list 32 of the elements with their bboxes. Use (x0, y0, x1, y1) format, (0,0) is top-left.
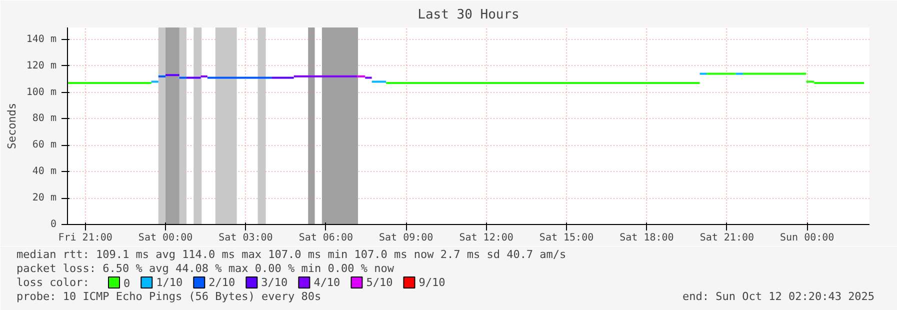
x-tick-label: Fri 21:00 (58, 232, 112, 244)
text: probe: 10 ICMP Echo Pings (56 Bytes) every 80s (16, 290, 322, 303)
x-tick-label: Sun 00:00 (780, 232, 834, 244)
y-tick-label: 60 m (32, 140, 57, 151)
legend-label: 0 (124, 277, 130, 290)
x-tick-label: Sat 15:00 (539, 232, 594, 244)
legend-label: 4/10 (314, 276, 340, 289)
x-tick-label: Sat 03:00 (218, 232, 273, 244)
y-axis-title: Seconds (5, 102, 18, 150)
x-tick-label: Sat 18:00 (620, 232, 674, 244)
text: median rtt: 109.1 ms avg 114.0 ms max 107.0 ms min 107.0 ms now 2.7 ms sd 40.7 am/s (16, 248, 566, 261)
y-tick-label: 80 m (32, 113, 57, 124)
y-tick-label: 100 m (26, 86, 57, 98)
y-tick-label: 40 m (32, 166, 57, 178)
x-tick-label: Sat 00:00 (138, 232, 193, 244)
y-tick-label: 20 m (32, 192, 57, 204)
x-tick-label: Sat 09:00 (379, 232, 434, 244)
y-tick-label: 120 m (26, 60, 57, 72)
legend-label: 3/10 (261, 276, 288, 289)
legend-title: loss color: (16, 276, 90, 289)
legend-label: 5/10 (366, 276, 393, 289)
x-tick-label: Sat 12:00 (459, 232, 514, 244)
y-tick-label: 140 m (26, 34, 57, 45)
x-tick-label: Sat 21:00 (700, 232, 754, 244)
chart-title: Last 30 Hours (418, 8, 520, 22)
text: end: Sun Oct 12 02:20:43 2025 (682, 290, 875, 303)
legend-label: 9/10 (418, 276, 446, 289)
x-tick-label: Sat 06:00 (298, 232, 354, 244)
legend-label: 1/10 (156, 276, 183, 289)
legend-label: 2/10 (208, 276, 236, 289)
text: packet loss: 6.50 % avg 44.08 % max 0.00 % min 0.00 % now (16, 262, 394, 275)
y-tick-label: 0 (50, 219, 57, 230)
